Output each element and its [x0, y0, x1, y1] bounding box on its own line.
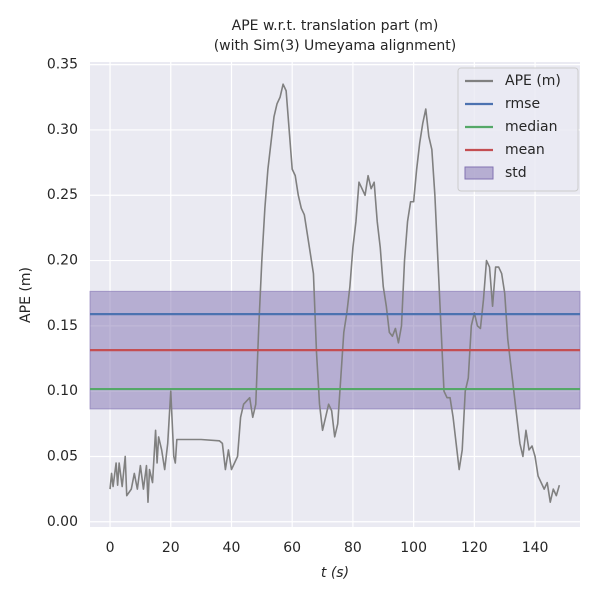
x-tick-label: 20 [162, 540, 180, 556]
y-tick-label: 0.10 [47, 383, 78, 399]
y-axis-label: APE (m) [18, 267, 34, 323]
legend-label: median [505, 119, 557, 135]
legend-label: mean [505, 142, 545, 158]
x-tick-label: 100 [400, 540, 427, 556]
legend-label: APE (m) [505, 73, 561, 89]
x-tick-label: 0 [106, 540, 115, 556]
legend-label: rmse [505, 96, 540, 112]
x-tick-label: 120 [461, 540, 488, 556]
x-tick-label: 40 [223, 540, 241, 556]
legend-swatch [464, 166, 494, 180]
x-tick-label: 80 [344, 540, 362, 556]
chart-subtitle: (with Sim(3) Umeyama alignment) [214, 38, 457, 54]
data-line [109, 83, 561, 503]
legend-label: std [505, 165, 527, 181]
legend-box [457, 67, 579, 192]
x-axis-label: t (s) [321, 565, 349, 581]
y-tick-label: 0.20 [47, 253, 78, 269]
y-tick-label: 0.30 [47, 122, 78, 138]
y-tick-label: 0.05 [47, 448, 78, 464]
y-tick-label: 0.00 [47, 514, 78, 530]
y-tick-label: 0.15 [47, 318, 78, 334]
y-tick-label: 0.35 [47, 57, 78, 73]
x-tick-label: 140 [522, 540, 549, 556]
y-tick-label: 0.25 [47, 187, 78, 203]
x-tick-label: 60 [283, 540, 301, 556]
chart-title: APE w.r.t. translation part (m) [232, 18, 439, 34]
